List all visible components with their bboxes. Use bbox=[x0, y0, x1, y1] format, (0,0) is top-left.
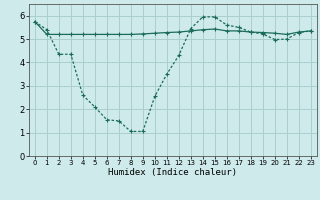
X-axis label: Humidex (Indice chaleur): Humidex (Indice chaleur) bbox=[108, 168, 237, 177]
